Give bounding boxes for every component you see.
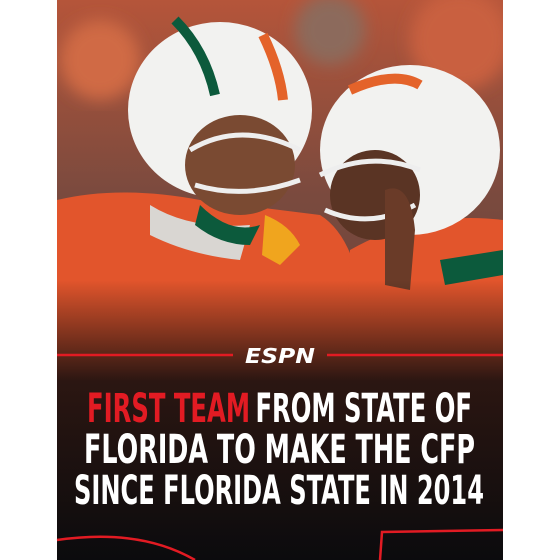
headline-highlight: FIRST TEAM (87, 386, 250, 432)
headline-line-3: SINCE FLORIDA STATE IN 2014 (74, 468, 484, 514)
bottom-accent (56, 528, 504, 560)
headline-line-2: FLORIDA TO MAKE THE CFP (84, 427, 475, 473)
headline-line-1: FIRST TEAMFROM STATE OF (87, 386, 472, 432)
espn-logo: ESPN (245, 344, 315, 368)
photo (57, 0, 503, 560)
headline-line-1-rest: FROM STATE OF (255, 386, 472, 432)
